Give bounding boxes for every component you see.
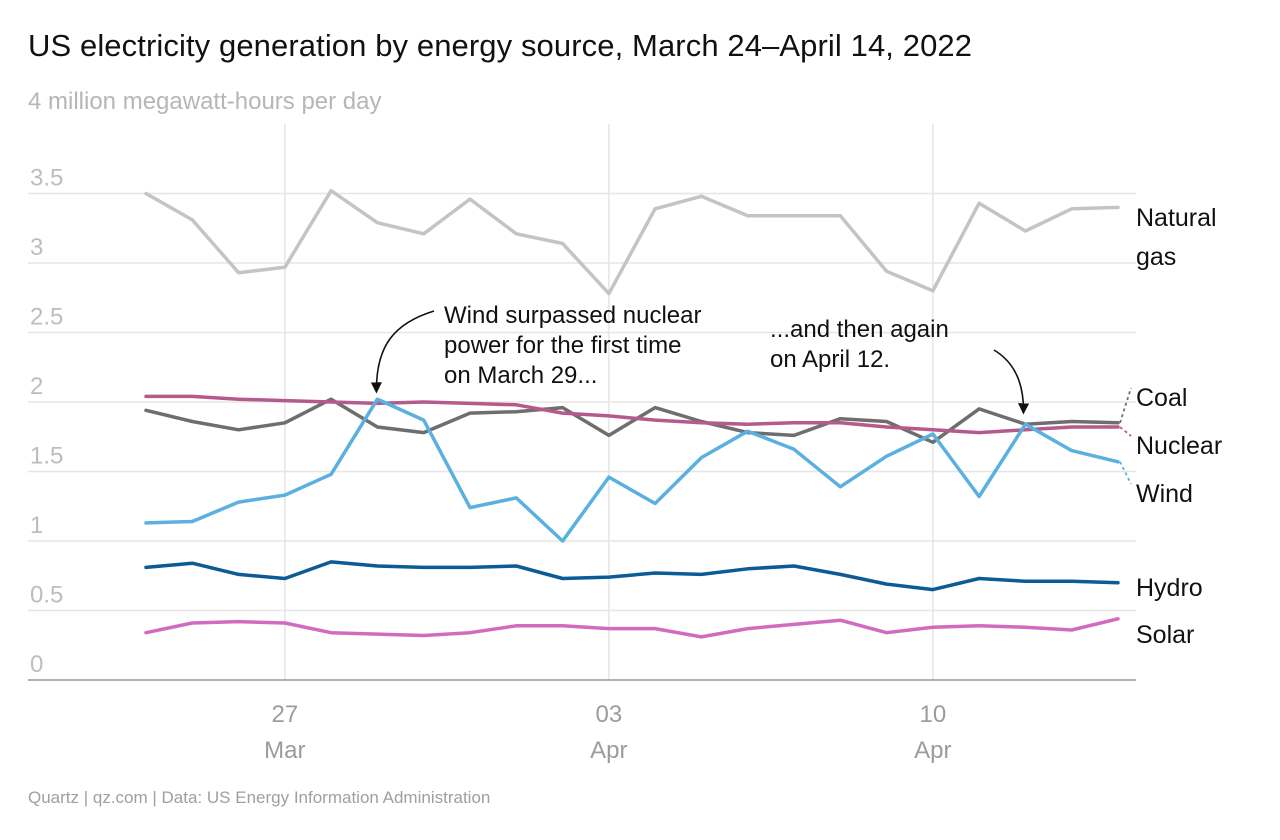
series-label-solar: Solar — [1136, 621, 1194, 649]
series-line-coal — [144, 397, 1120, 445]
label-leader-wind — [1119, 461, 1132, 485]
x-tick-day: 03 — [596, 701, 623, 728]
x-tick-day: 27 — [272, 701, 299, 728]
series-line-wind — [144, 397, 1120, 543]
series-line-hydro — [144, 560, 1120, 592]
annotation-text: on March 29... — [444, 362, 597, 389]
x-tick-month: Mar — [264, 737, 305, 764]
chart-title: US electricity generation by energy sour… — [28, 28, 973, 63]
annotation-text: Wind surpassed nuclear — [444, 302, 701, 329]
series-label-natural-gas: Natural — [1136, 204, 1217, 232]
y-tick-label: 2 — [30, 373, 43, 400]
x-tick-month: Apr — [914, 737, 951, 764]
series-label-hydro: Hydro — [1136, 574, 1203, 602]
source-credit: Quartz | qz.com | Data: US Energy Inform… — [28, 788, 491, 807]
series-line-solar — [144, 617, 1120, 639]
y-tick-label: 0.5 — [30, 582, 63, 609]
series-label-coal: Coal — [1136, 384, 1187, 412]
label-leader-nuclear — [1119, 426, 1132, 437]
x-tick-day: 10 — [920, 701, 947, 728]
y-tick-label: 1 — [30, 512, 43, 539]
series-label-wind: Wind — [1136, 480, 1193, 508]
series-label-natural-gas: gas — [1136, 243, 1176, 271]
y-tick-label: 0 — [30, 651, 43, 678]
label-leader-coal — [1119, 387, 1132, 424]
annotation-text: ...and then again — [770, 316, 949, 343]
series-label-nuclear: Nuclear — [1136, 432, 1222, 460]
y-tick-label: 3.5 — [30, 165, 63, 192]
annotation-text: power for the first time — [444, 332, 681, 359]
series-line-natural-gas — [144, 188, 1120, 296]
annotation-arrow — [370, 310, 435, 394]
annotation-text: on April 12. — [770, 346, 890, 373]
y-tick-label: 1.5 — [30, 443, 63, 470]
chart-subtitle: 4 million megawatt-hours per day — [28, 88, 382, 115]
y-tick-label: 2.5 — [30, 304, 63, 331]
x-tick-month: Apr — [590, 737, 627, 764]
annotation-arrow — [993, 349, 1030, 415]
y-tick-label: 3 — [30, 234, 43, 261]
series-line-nuclear — [144, 394, 1120, 435]
